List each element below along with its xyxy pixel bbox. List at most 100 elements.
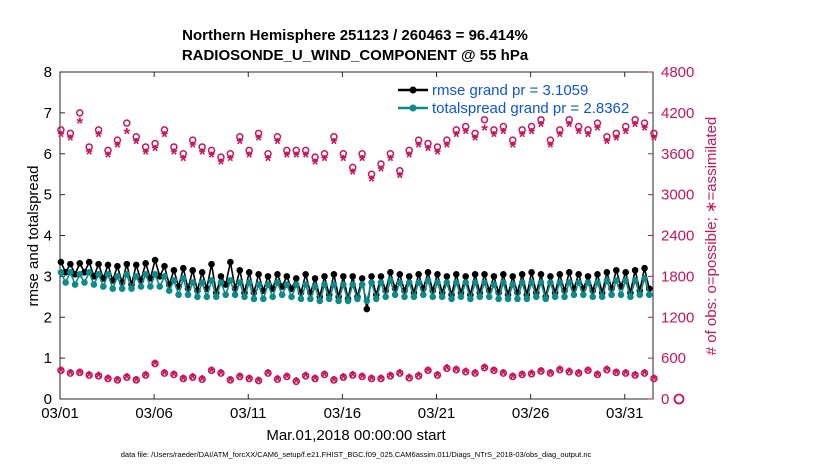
obs_low_possible-marker [236,372,244,381]
obs_low_assimilated-marker: * [444,361,451,380]
totalspread-point [387,277,394,284]
totalspread-point [405,279,413,286]
totalspread-point [123,271,131,278]
totalspread-point [617,291,625,299]
totalspread-point [90,281,98,288]
rmse-point [471,271,479,278]
totalspread-point [580,291,587,299]
rmse-point [227,258,234,266]
obs_assimilated-marker: * [227,152,234,171]
chart-title: Northern Hemisphere 251123 / 260463 = 96… [182,27,528,44]
rmse-point [490,273,498,280]
rmse-point [189,266,197,274]
obs_assimilated-marker: * [274,135,281,154]
obs_possible-marker [593,119,602,127]
rmse-point [415,271,422,278]
rmse-point [500,271,507,278]
totalspread-point [462,279,469,286]
obs_low_assimilated-marker: * [171,367,178,386]
totalspread-point [645,291,653,299]
totalspread-point [109,285,117,292]
totalspread-point [448,295,455,303]
obs_low_possible-marker [480,363,489,372]
x-tick-label: 03/16 [324,405,362,422]
rmse-point [95,260,102,268]
obs_low_assimilated-marker: * [321,367,328,386]
obs_possible-marker [123,119,131,127]
y-tick-right-label: 600 [661,350,686,367]
totalspread-point [292,281,300,288]
obs_assimilated-marker: * [651,131,658,150]
rmse-point [537,271,545,278]
y-tick-right-label: 1800 [661,268,694,285]
totalspread-point [302,281,309,288]
rmse-point [208,260,215,268]
legend-spread-label: totalspread grand pr = 2.8362 [432,100,629,117]
rmse-point [481,271,488,278]
obs_assimilated-marker: * [547,138,554,157]
rmse-point [57,258,65,266]
obs_low_possible-marker [311,374,319,383]
obs_assimilated-marker: * [321,152,328,171]
obs_assimilated-marker: * [575,124,582,143]
totalspread-point [641,275,648,282]
totalspread-point [391,291,399,299]
totalspread-point [62,279,69,286]
obs_assimilated-marker: * [406,148,413,167]
rmse-point [255,271,262,278]
x-tick-label: 03/06 [135,405,173,422]
obs_possible-marker [76,109,84,117]
totalspread-point [151,271,159,278]
obs_assimilated-marker: * [641,121,648,140]
obs_assimilated-marker: * [142,145,149,164]
totalspread-point [316,297,324,305]
totalspread-point [608,291,615,299]
obs_low_possible-marker [76,368,84,377]
totalspread-point [325,295,333,303]
totalspread-point [250,295,258,303]
totalspread-point [260,295,267,303]
obs_low_possible-marker [518,370,526,379]
obs_possible-marker [546,136,555,144]
totalspread-point [67,268,74,276]
y-tick-right-label: 2400 [661,228,694,245]
obs_possible-marker [518,126,526,134]
obs_low_assimilated-marker: * [594,367,601,386]
totalspread-point [137,283,145,290]
totalspread-point [269,293,277,301]
totalspread-point [147,283,154,290]
rmse-point [340,273,347,280]
totalspread-point [340,281,347,288]
obs_possible-marker [94,126,103,134]
totalspread-point [288,293,295,301]
obs_possible-marker [603,132,611,141]
obs_low_assimilated-marker: * [387,368,394,387]
obs_assimilated-marker: * [114,138,121,157]
obs_possible-marker [151,139,159,148]
totalspread-point [255,281,262,288]
obs_low_assimilated-marker: * [312,371,319,390]
obs_possible-marker [264,150,272,158]
rmse-point [62,268,69,276]
totalspread-point [71,281,79,288]
totalspread-point [335,297,342,305]
obs_low_possible-marker [593,370,602,379]
totalspread-point [636,291,644,299]
totalspread-point [500,279,507,286]
totalspread-point [561,293,568,301]
y-tick-right-label: 3600 [661,146,694,163]
obs_assimilated-marker: * [444,138,451,157]
obs_low_possible-marker [499,369,508,377]
obs_low_assimilated-marker: * [368,371,375,390]
rmse-point [330,271,338,278]
obs_assimilated-marker: * [208,148,215,167]
totalspread-point [104,271,112,278]
obs_low_assimilated-marker: * [152,356,159,375]
rmse-point [622,268,630,276]
obs_assimilated-marker: * [566,118,573,137]
y-tick-left-label: 3 [44,268,52,285]
obs_assimilated-marker: * [246,148,253,167]
totalspread-point [198,279,206,286]
obs_assimilated-marker: * [76,114,83,133]
obs_low_assimilated-marker: * [557,362,564,381]
